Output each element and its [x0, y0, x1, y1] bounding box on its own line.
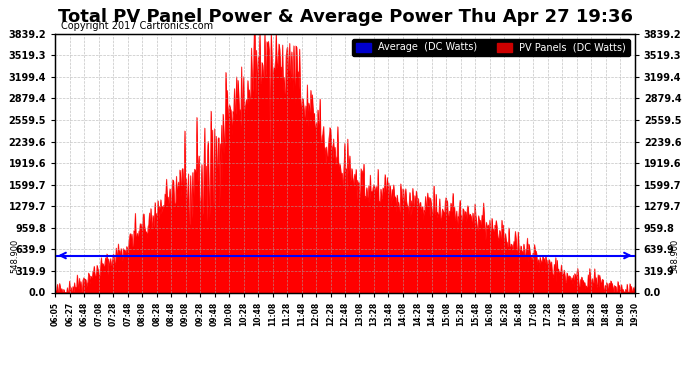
Text: Total PV Panel Power & Average Power Thu Apr 27 19:36: Total PV Panel Power & Average Power Thu… [57, 8, 633, 26]
Text: 548.900: 548.900 [671, 238, 680, 273]
Text: Copyright 2017 Cartronics.com: Copyright 2017 Cartronics.com [61, 21, 213, 31]
Legend: Average  (DC Watts), PV Panels  (DC Watts): Average (DC Watts), PV Panels (DC Watts) [352, 39, 630, 56]
Text: 548.900: 548.900 [10, 238, 19, 273]
